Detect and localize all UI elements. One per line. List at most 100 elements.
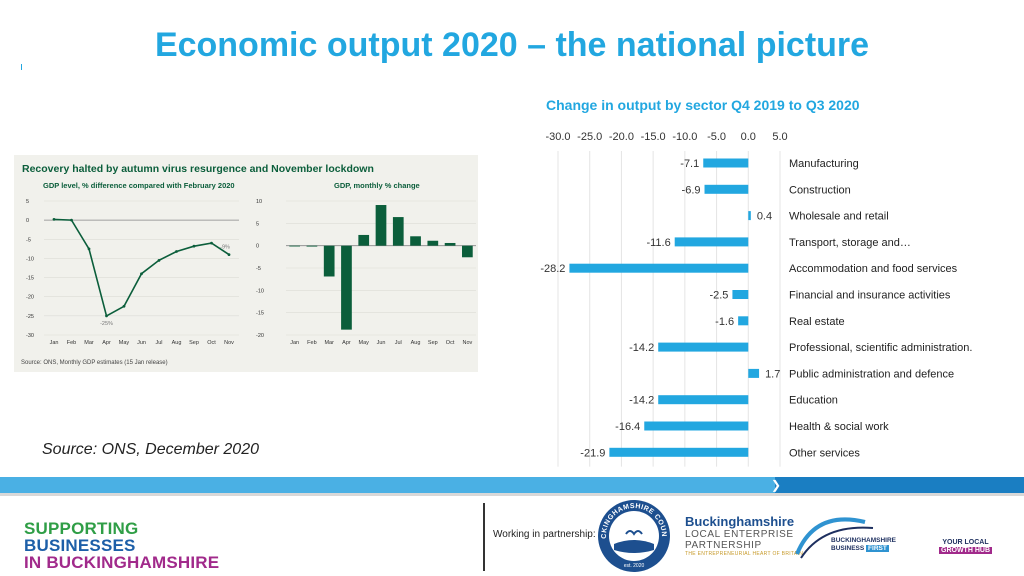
inset-x-tick: Apr (102, 340, 111, 346)
inset-x-tick: Oct (446, 340, 455, 346)
inset-bar (392, 217, 404, 246)
inset-x-tick: Nov (224, 340, 234, 346)
lep-name: Buckinghamshire (685, 514, 795, 529)
lep-line1: LOCAL ENTERPRISE (685, 529, 794, 540)
growth-line1: YOUR LOCAL (942, 539, 989, 546)
partnership-label: Working in partnership: (493, 529, 596, 540)
supporting-line1: SUPPORTING (24, 519, 139, 538)
bbf-first: FIRST (866, 545, 889, 552)
inset-line-point (175, 250, 178, 253)
footer-band-shadow (0, 493, 1024, 496)
inset-x-tick: Feb (67, 340, 76, 346)
bar (658, 342, 749, 352)
inset-bar (341, 245, 352, 330)
inset-y-tick: -20 (256, 333, 264, 339)
inset-line-point (192, 244, 196, 248)
x-tick-label: -10.0 (672, 131, 697, 143)
growth-line2: GROWTH HUB (939, 547, 992, 554)
inset-y-tick: -30 (26, 333, 34, 339)
inset-line-point (52, 217, 56, 221)
inset-bar (444, 242, 456, 246)
business-first-logo: BUCKINGHAMSHIRE BUSINESS FIRST (831, 537, 896, 553)
data-label: 0.4 (757, 211, 772, 223)
inset-x-tick: May (119, 340, 130, 346)
source-note: Source: ONS, December 2020 (42, 441, 259, 458)
data-label: 1.7 (765, 368, 780, 380)
bar (644, 421, 749, 431)
inset-title: Recovery halted by autumn virus resurgen… (22, 163, 374, 175)
category-label: Professional, scientific administration. (789, 342, 972, 354)
council-seal-logo: BUCKINGHAMSHIRE COUNCIL est. 2020 (596, 498, 670, 572)
category-label: Health & social work (789, 421, 889, 433)
chevron-right-icon: ❯ (771, 478, 782, 492)
supporting-line2: BUSINESSES (24, 536, 136, 555)
x-tick-label: -20.0 (609, 131, 634, 143)
inset-annotation: -25% (100, 321, 113, 327)
slide-marker (21, 64, 22, 70)
inset-bar (410, 236, 421, 246)
inset-line-point (210, 241, 213, 245)
inset-gdp-line (53, 218, 230, 318)
inset-bar (375, 205, 387, 246)
category-label: Other services (789, 447, 860, 459)
inset-x-tick: Apr (342, 340, 351, 346)
data-label: -14.2 (629, 342, 654, 354)
inset-y-tick: -10 (26, 256, 34, 262)
bar (609, 447, 749, 457)
data-label: -28.2 (540, 263, 565, 275)
category-label: Real estate (789, 316, 845, 328)
inset-line-point (87, 247, 91, 251)
bar (569, 263, 749, 273)
council-est: est. 2020 (624, 563, 645, 569)
bar (703, 158, 749, 168)
bar (748, 211, 751, 221)
x-tick-label: -5.0 (707, 131, 726, 143)
supporting-line3: IN BUCKINGHAMSHIRE (24, 553, 220, 572)
category-label: Wholesale and retail (789, 211, 889, 223)
inset-y-tick: -25 (26, 314, 34, 320)
chart-title: Change in output by sector Q4 2019 to Q3… (546, 97, 860, 113)
inset-bar (289, 245, 300, 247)
footer-band-light (0, 477, 775, 493)
sector-bar-chart: -30.0 -25.0 -20.0 -15.0 -10.0 -5.0 0.0 5.0 -7.1 M… (540, 131, 972, 467)
inset-x-tick: Aug (172, 340, 182, 346)
inset-y-tick: -15 (256, 311, 264, 317)
inset-x-tick: Aug (411, 340, 421, 346)
business-first-swoosh-icon (795, 517, 874, 559)
inset-x-tick: Mar (324, 340, 334, 346)
inset-bar (462, 245, 473, 258)
bar (738, 316, 749, 326)
category-label: Transport, storage and… (789, 237, 911, 249)
bbf-line2: BUSINESS (831, 545, 865, 552)
data-label: -21.9 (580, 447, 605, 459)
inset-y-tick: 5 (256, 221, 259, 227)
inset-line-point (140, 272, 143, 276)
inset-x-tick: Nov (462, 340, 472, 346)
bbf-line1: BUCKINGHAMSHIRE (831, 537, 896, 544)
page-title: Economic output 2020 – the national pict… (154, 26, 870, 64)
inset-y-tick: -15 (26, 276, 34, 282)
gdp-inset-figure: Recovery halted by autumn virus resurgen… (14, 155, 478, 372)
category-label: Manufacturing (789, 158, 859, 170)
lep-tagline: THE ENTREPRENEURIAL HEART OF BRITAIN (685, 551, 804, 557)
inset-y-tick: -10 (256, 288, 264, 294)
inset-y-tick: 0 (256, 244, 259, 250)
inset-y-tick: 5 (26, 199, 29, 205)
category-label: Financial and insurance activities (789, 290, 951, 302)
inset-annotation: -9% (220, 245, 230, 251)
inset-charts: 5 0 -5 -10 -15 -20 -25 -30 Jan Feb Mar Apr May Jun Jul… (26, 199, 476, 346)
x-tick-label: -15.0 (641, 131, 666, 143)
inset-x-tick: Jun (137, 340, 146, 346)
x-tick-label: -30.0 (545, 131, 570, 143)
category-label: Public administration and defence (789, 368, 954, 380)
inset-x-tick: Jun (377, 340, 386, 346)
inset-line-point (227, 253, 231, 256)
bar (674, 237, 749, 247)
inset-bar (323, 245, 335, 277)
inset-bar (306, 245, 318, 247)
lep-logo: Buckinghamshire LOCAL ENTERPRISE PARTNER… (685, 514, 803, 557)
inset-bar (427, 240, 439, 246)
x-tick-label: -25.0 (577, 131, 602, 143)
x-tick-label: 0.0 (741, 131, 756, 143)
x-tick-label: 5.0 (772, 131, 787, 143)
